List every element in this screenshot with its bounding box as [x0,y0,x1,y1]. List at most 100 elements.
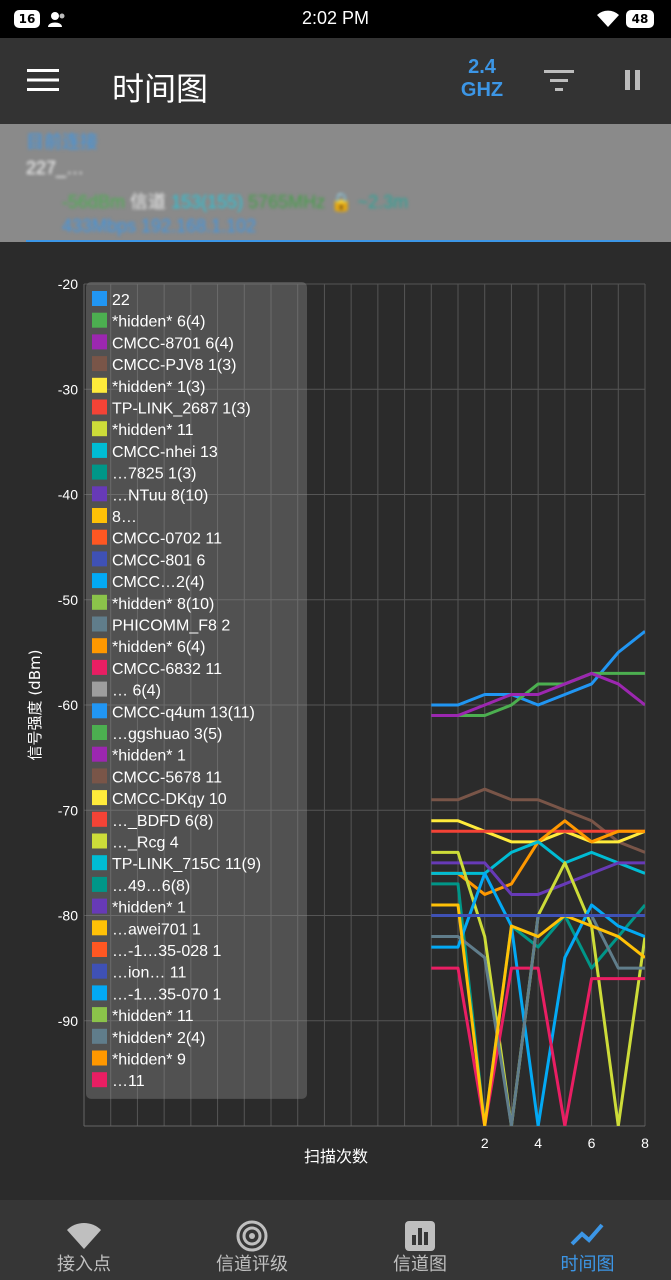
legend-swatch [92,725,107,740]
bottom-nav: 接入点 信道评级 信道图 时间图 [0,1200,671,1280]
status-bar: 16 2:02 PM 48 [0,0,671,38]
nav-access-points[interactable]: 接入点 [0,1200,168,1280]
legend-label: …-1…35-070 1 [112,986,221,1003]
legend-swatch [92,508,107,523]
legend-label: *hidden* 1 [112,748,186,765]
legend-swatch [92,898,107,914]
band-unit: GHZ [460,79,504,101]
band-value: 2.4 [468,56,496,78]
nav-label: 接入点 [57,1254,111,1275]
legend-swatch [92,399,107,415]
legend-swatch [92,312,107,328]
menu-icon[interactable] [27,68,59,92]
legend-swatch [92,876,107,892]
time-graph-chart[interactable]: -20 -30 -40 -50 -60 -70 -80 -90 2 4 6 8 扫描次数 信号强度 (dB… [0,242,671,1200]
legend-swatch [92,1007,107,1023]
legend-swatch [92,291,107,306]
legend-swatch [92,963,107,979]
legend-swatch [92,746,107,762]
legend-label: …ggshuao 3(5) [112,726,222,743]
legend-label: *hidden* 11 [112,422,194,439]
y-tick-label: -70 [58,802,78,818]
nav-channel-rating[interactable]: 信道评级 [168,1200,336,1280]
person-icon [48,12,65,27]
legend-swatch [92,1028,107,1044]
pause-icon[interactable] [623,68,643,92]
connection-underline [26,240,640,242]
series-line [431,882,645,1126]
legend-label: *hidden* 1 [112,900,186,917]
link-info: 433Mbps 192.168.1.102 [62,216,257,236]
legend-label: CMCC-801 6 [112,552,205,569]
legend-swatch [92,356,107,372]
y-tick-label: -30 [58,381,78,397]
signal-strength: -56dBm [62,192,126,212]
legend-swatch [92,551,107,567]
legend-label: CMCC-nhei 13 [112,444,218,461]
legend-label: *hidden* 8(10) [112,596,214,613]
legend-swatch [92,421,107,437]
legend-label: …NTuu 8(10) [112,487,208,504]
legend-label: *hidden* 2(4) [112,1030,205,1047]
legend-label: CMCC…2(4) [112,574,204,591]
legend-swatch [92,681,107,697]
series-line [431,671,645,718]
line-chart-icon [570,1223,604,1246]
legend-label: …-1…35-028 1 [112,943,221,960]
signal-rating-icon [236,1220,268,1252]
legend-label: *hidden* 1(3) [112,379,205,396]
series-line [431,671,645,718]
series-line [431,840,645,875]
current-connection-panel[interactable]: 目前连接 227_… -56dBm 信道 153(155) 5765MHz 🔒 … [0,124,671,242]
clock: 2:02 PM [301,8,370,28]
x-tick-label: 2 [481,1135,489,1151]
legend-swatch [92,1072,107,1088]
x-axis-title: 扫描次数 [304,1147,368,1166]
legend-label: …awei701 1 [112,921,201,938]
y-tick-label: -90 [58,1013,78,1029]
legend-swatch [92,334,107,350]
legend-label: *hidden* 9 [112,1052,186,1069]
series-line [431,871,645,1126]
legend-label: CMCC-q4um 13(11) [112,704,255,721]
chart-svg: -20 -30 -40 -50 -60 -70 -80 -90 2 4 6 8 扫描次数 信号强度 (dB… [26,276,649,1166]
y-tick-label: -80 [58,908,78,924]
series-line [431,861,645,896]
legend-swatch [92,920,107,936]
nav-label: 时间图 [560,1254,615,1275]
series-line [431,903,645,1126]
filter-icon[interactable] [544,70,574,92]
legend-swatch [92,377,107,393]
connection-details: -56dBm 信道 153(155) 5765MHz 🔒 ~2.3m [62,188,408,214]
legend-label: CMCC-5678 11 [112,769,222,786]
series-line [431,630,645,707]
legend-swatch [92,985,107,1001]
x-tick-label: 6 [588,1135,596,1151]
legend-swatch [92,594,107,610]
legend-swatch [92,790,107,806]
legend-swatch [92,442,107,458]
lock-icon: 🔒 [330,192,353,212]
legend-label: TP-LINK_715C 11(9) [112,856,261,873]
legend-label: …7825 1(3) [112,466,197,483]
legend-swatch [92,464,107,480]
band-toggle-button[interactable]: 2.4 GHZ [456,56,508,102]
frequency: 5765MHz [248,192,326,212]
nav-label: 信道图 [393,1254,447,1275]
legend-label: *hidden* 6(4) [112,314,205,331]
y-tick-label: -60 [58,697,78,713]
legend-label: CMCC-6832 11 [112,661,222,678]
legend-swatch [92,486,107,502]
legend-label: …11 [112,1073,145,1090]
x-tick-label: 8 [641,1135,649,1151]
y-tick-label: -50 [58,592,78,608]
nav-time-graph[interactable]: 时间图 [504,1200,671,1280]
legend-label: …ion… 11 [112,965,187,982]
y-tick-label: -40 [58,487,78,503]
notification-count-badge: 16 [14,10,40,28]
x-tick-label: 4 [534,1135,542,1151]
battery-level: 48 [631,12,649,26]
connection-heading: 目前连接 [26,132,98,152]
nav-channel-graph[interactable]: 信道图 [336,1200,504,1280]
legend-label: TP-LINK_2687 1(3) [112,401,251,418]
